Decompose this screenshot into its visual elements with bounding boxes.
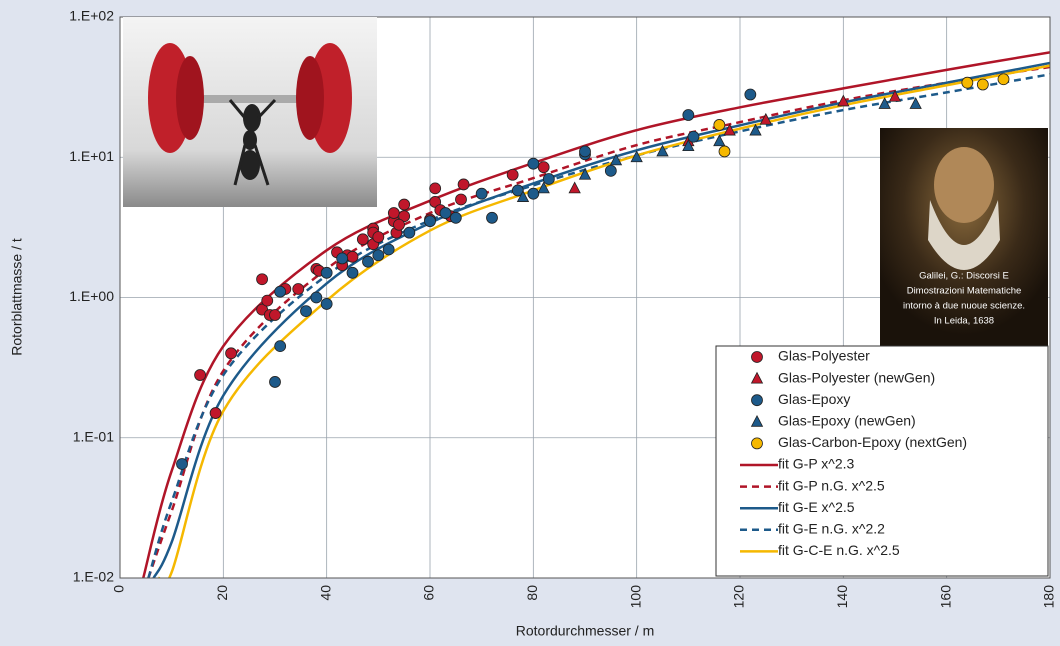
- marker: [714, 119, 725, 130]
- marker: [363, 256, 374, 267]
- marker: [347, 251, 358, 262]
- legend-swatch: [752, 395, 763, 406]
- legend-label: fit G-P n.G. x^2.5: [778, 477, 885, 493]
- marker: [458, 179, 469, 190]
- marker: [476, 188, 487, 199]
- marker: [293, 283, 304, 294]
- y-tick-label: 1.E+02: [69, 8, 114, 24]
- ant-photo: [123, 17, 377, 207]
- marker: [487, 212, 498, 223]
- marker: [275, 341, 286, 352]
- marker: [580, 146, 591, 157]
- x-tick-label: 80: [524, 585, 540, 601]
- marker: [321, 298, 332, 309]
- marker: [456, 194, 467, 205]
- marker: [719, 146, 730, 157]
- marker: [430, 183, 441, 194]
- marker: [226, 348, 237, 359]
- marker: [337, 253, 348, 264]
- marker: [543, 173, 554, 184]
- marker: [195, 370, 206, 381]
- marker: [373, 232, 384, 243]
- x-tick-label: 0: [111, 585, 127, 593]
- y-tick-label: 1.E-01: [73, 428, 114, 444]
- marker: [210, 408, 221, 419]
- x-tick-label: 120: [731, 585, 747, 609]
- legend-label: fit G-C-E n.G. x^2.5: [778, 542, 900, 558]
- marker: [507, 169, 518, 180]
- legend-label: fit G-E n.G. x^2.2: [778, 521, 885, 537]
- legend-label: Glas-Polyester: [778, 348, 870, 364]
- marker: [745, 89, 756, 100]
- marker: [683, 110, 694, 121]
- legend-label: fit G-P x^2.3: [778, 456, 855, 472]
- legend-swatch: [752, 352, 763, 363]
- marker: [605, 165, 616, 176]
- chart: Galilei, G.: Discorsi E Dimostrazioni Mat…: [0, 0, 1060, 641]
- x-tick-label: 180: [1041, 585, 1057, 609]
- x-tick-label: 60: [421, 585, 437, 601]
- galileo-portrait: Galilei, G.: Discorsi E Dimostrazioni Mat…: [880, 128, 1048, 346]
- x-tick-label: 100: [627, 585, 643, 609]
- marker: [373, 250, 384, 261]
- legend: Glas-Polyester Glas-Polyester (newGen) Gla…: [716, 346, 1048, 576]
- legend-label: Glas-Carbon-Epoxy (nextGen): [778, 434, 967, 450]
- image-caption: intorno à due nuoue scienze.: [903, 301, 1025, 312]
- marker: [270, 310, 281, 321]
- image-caption: Dimostrazioni Matematiche: [907, 286, 1022, 297]
- legend-label: fit G-E x^2.5: [778, 499, 855, 515]
- marker: [998, 74, 1009, 85]
- legend-label: Glas-Epoxy: [778, 391, 850, 407]
- marker: [425, 216, 436, 227]
- marker: [450, 212, 461, 223]
- y-tick-label: 1.E+00: [69, 288, 114, 304]
- marker: [321, 267, 332, 278]
- marker: [388, 208, 399, 219]
- marker: [440, 208, 451, 219]
- image-caption: In Leida, 1638: [934, 316, 994, 327]
- marker: [383, 244, 394, 255]
- marker: [311, 292, 322, 303]
- legend-swatch: [752, 438, 763, 449]
- marker: [262, 295, 273, 306]
- image-caption: Galilei, G.: Discorsi E: [919, 271, 1009, 282]
- marker: [394, 219, 405, 230]
- marker: [257, 274, 268, 285]
- marker: [357, 234, 368, 245]
- x-tick-label: 140: [834, 585, 850, 609]
- marker: [688, 131, 699, 142]
- y-tick-label: 1.E+01: [69, 148, 114, 164]
- y-axis-label: Rotorblattmasse / t: [9, 238, 25, 356]
- marker: [177, 458, 188, 469]
- marker: [528, 158, 539, 169]
- x-tick-label: 160: [937, 585, 953, 609]
- marker: [270, 376, 281, 387]
- x-tick-label: 20: [214, 585, 230, 601]
- x-axis-label: Rotordurchmesser / m: [516, 623, 654, 639]
- y-tick-label: 1.E-02: [73, 569, 114, 585]
- marker: [962, 77, 973, 88]
- marker: [977, 79, 988, 90]
- marker: [301, 306, 312, 317]
- marker: [275, 286, 286, 297]
- x-tick-label: 40: [317, 585, 333, 601]
- marker: [399, 199, 410, 210]
- marker: [404, 227, 415, 238]
- legend-label: Glas-Epoxy (newGen): [778, 413, 916, 429]
- legend-label: Glas-Polyester (newGen): [778, 369, 935, 385]
- marker: [538, 162, 549, 173]
- marker: [347, 267, 358, 278]
- marker: [528, 188, 539, 199]
